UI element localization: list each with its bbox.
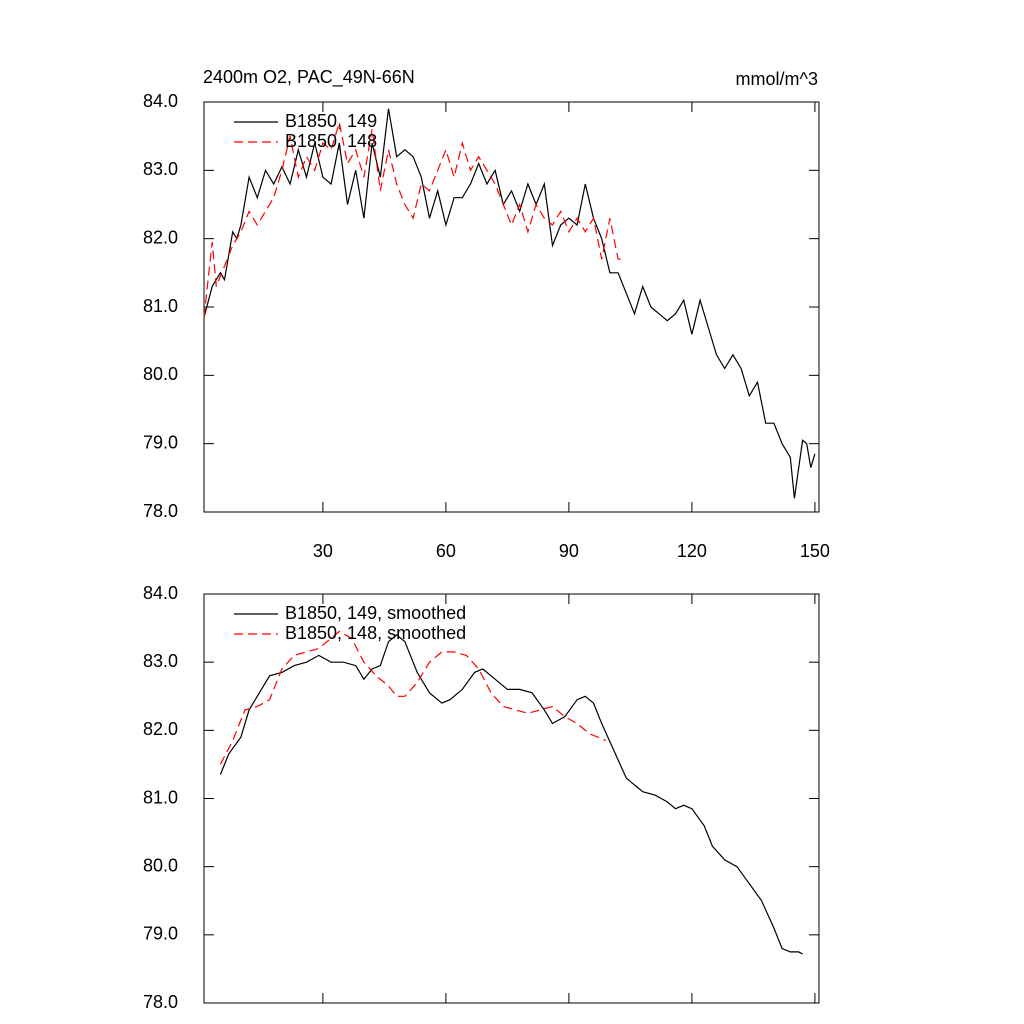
x-tick-label: 120: [677, 541, 707, 561]
data-line: [219, 630, 607, 765]
plot-frame: [203, 101, 820, 513]
y-tick-label: 78.0: [143, 501, 178, 521]
y-tick-label: 81.0: [143, 296, 178, 316]
y-tick-label: 80.0: [143, 364, 178, 384]
data-line: [203, 108, 816, 499]
data-line: [203, 122, 623, 318]
data-line: [219, 634, 803, 955]
y-tick-label: 79.0: [143, 924, 178, 944]
legend-label: B1850, 148: [285, 131, 377, 151]
y-tick-label: 83.0: [143, 651, 178, 671]
units-label: mmol/m^3: [736, 69, 818, 89]
y-tick-label: 79.0: [143, 432, 178, 452]
x-tick-label: 90: [559, 541, 579, 561]
y-tick-label: 82.0: [143, 719, 178, 739]
y-tick-label: 84.0: [143, 583, 178, 603]
y-tick-label: 81.0: [143, 787, 178, 807]
chart-title: 2400m O2, PAC_49N-66N: [203, 67, 415, 88]
y-tick-label: 84.0: [143, 91, 178, 111]
y-tick-label: 83.0: [143, 159, 178, 179]
x-tick-label: 60: [436, 541, 456, 561]
y-tick-label: 78.0: [143, 992, 178, 1012]
legend-label: B1850, 148, smoothed: [285, 623, 466, 643]
y-tick-label: 80.0: [143, 855, 178, 875]
legend-label: B1850, 149: [285, 111, 377, 131]
x-tick-label: 150: [800, 541, 830, 561]
legend-label: B1850, 149, smoothed: [285, 603, 466, 623]
y-tick-label: 82.0: [143, 227, 178, 247]
x-tick-label: 30: [313, 541, 333, 561]
